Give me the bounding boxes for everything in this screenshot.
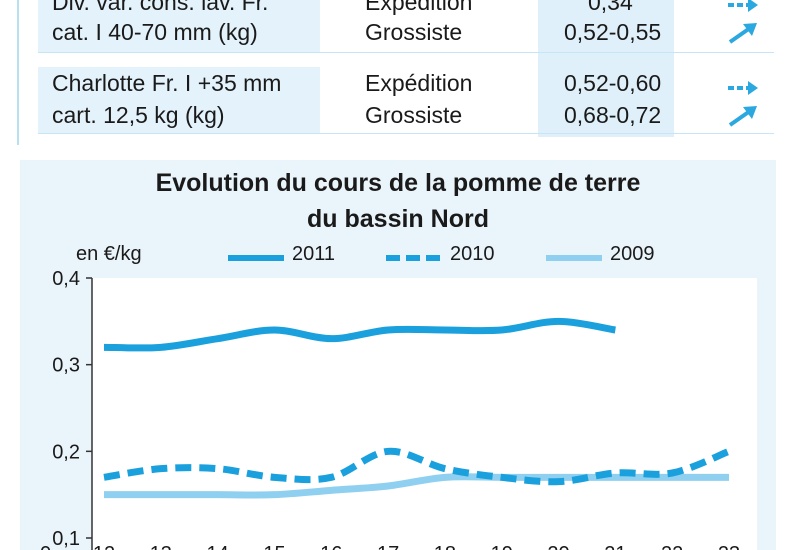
x-tick-label: 20 [547,543,569,550]
row-divider [38,52,774,53]
series-line-2009 [104,473,729,499]
price-value: 0,68-0,72 [564,102,662,128]
chart-title-line-2: du bassin Nord [307,205,489,233]
price-value: 0,34 [588,0,633,15]
x-tick-label: 23 [718,543,740,550]
y-tick-label: 0,3 [52,355,80,377]
arrow-up-right-icon [728,23,757,44]
legend-swatch [546,255,602,261]
row-divider [38,133,774,134]
x-tick-label: 16 [320,543,342,550]
price-value: 0,52-0,60 [564,70,662,96]
x-tick-label: 15 [263,543,285,550]
plot-area [92,278,757,550]
y-axis-unit-label: en €/kg [76,243,142,265]
x-tick-label: 21 [604,543,626,550]
stage-label: Expédition [365,70,473,96]
stage-label: Grossiste [365,102,463,128]
arrow-up-right-icon [728,106,757,127]
x-tick-label: 22 [661,543,683,550]
y-tick-label: 0 [40,543,51,550]
legend-label: 2010 [450,243,495,265]
arrow-right-icon [728,0,758,12]
product-cell-bg [38,0,320,52]
price-value: 0,52-0,55 [564,19,662,45]
x-tick-label: 19 [491,543,513,550]
product-name: Div. var. cons. lav. Fr. [52,0,269,15]
series-line-2010 [103,447,731,486]
chart-title: Evolution du cours de la pomme de terre … [20,165,776,237]
y-tick-label: 0,1 [52,528,80,550]
y-tick-label: 0,4 [52,268,80,290]
arrow-right-icon [728,81,758,95]
stage-label: Expédition [365,0,473,15]
legend-swatch [228,255,284,261]
table-row: Div. var. cons. lav. Fr. cat. I 40-70 mm… [0,0,800,53]
table-left-rule [17,0,19,145]
x-tick-label: 12 [93,543,115,550]
y-tick-label: 0,2 [52,441,80,463]
product-spec: cart. 12,5 kg (kg) [52,102,225,128]
x-tick-label: 13 [150,543,172,550]
series-line-2011 [103,317,616,352]
legend-label: 2009 [610,243,655,265]
stage-label: Grossiste [365,19,463,45]
price-table: Div. var. cons. lav. Fr. cat. I 40-70 mm… [0,0,800,150]
product-name: Charlotte Fr. I +35 mm [52,70,282,96]
x-tick-label: 17 [377,543,399,550]
x-tick-label: 18 [434,543,456,550]
price-column-band [538,0,674,137]
legend-swatch [386,255,442,261]
product-spec: cat. I 40-70 mm (kg) [52,19,258,45]
x-tick-label: 14 [207,543,229,550]
chart-title-line-1: Evolution du cours de la pomme de terre [155,169,641,197]
product-cell-bg [38,67,320,133]
table-row: Charlotte Fr. I +35 mm cart. 12,5 kg (kg… [0,67,800,134]
legend-label: 2011 [292,243,336,265]
